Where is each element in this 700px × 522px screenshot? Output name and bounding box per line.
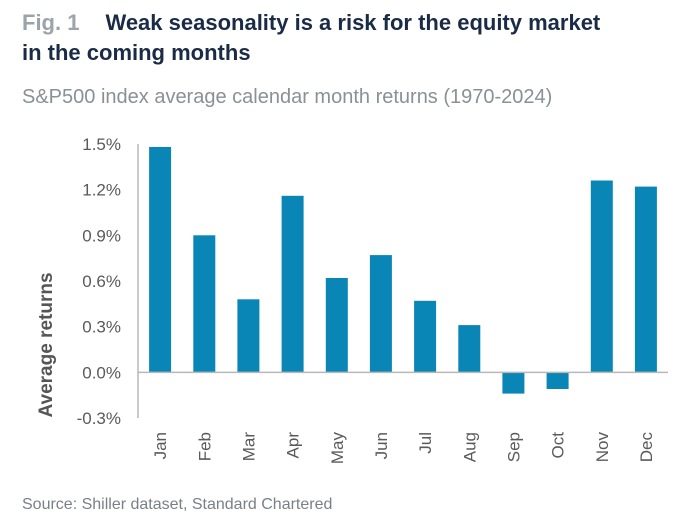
title-line-2: in the coming months [22,40,251,65]
source-note: Source: Shiller dataset, Standard Charte… [22,496,333,513]
y-tick-label: -0.3% [77,409,121,428]
title-text-line-1: Weak seasonality is a risk for the equit… [105,10,601,35]
bars [149,147,657,394]
y-tick-label: 0.3% [82,318,121,337]
x-tick-label: Jul [416,432,435,454]
x-tick-label: Dec [637,432,656,463]
y-axis-label-group: Average returns [36,272,57,417]
x-tick-label: Nov [593,432,612,463]
figure-number: Fig. 1 [22,10,80,35]
axes [137,144,668,418]
x-axis-tick-labels: Jan Feb Mar Apr May Jun Jul Aug Sep Oct Nov Dec [151,432,656,465]
y-tick-label: 1.5% [82,135,121,154]
x-tick-label: Jun [372,432,391,459]
bar-apr [281,195,304,373]
bar-chart: 1.5% 1.2% 0.9% 0.6% 0.3% 0.0% -0.3% Average re… [36,135,668,465]
y-axis-label: Average returns [36,272,57,417]
y-tick-label: 0.9% [82,226,121,245]
y-tick-label: 0.0% [82,363,121,382]
bar-nov [590,180,613,373]
bar-may [325,278,348,373]
chart-title: Fig. 1 Weak seasonality is a risk for the… [22,8,692,68]
x-tick-label: Sep [504,432,523,462]
y-tick-label: 0.6% [82,272,121,291]
bar-jul [414,300,437,373]
chart-subtitle: S&P500 index average calendar month retu… [22,86,553,108]
bar-dec [634,186,657,373]
bar-jan [149,147,172,373]
x-tick-label: May [328,432,347,465]
x-tick-label: Mar [239,432,258,462]
y-tick-label: 1.2% [82,181,121,200]
title-line-1: Fig. 1 Weak seasonality is a risk for the… [22,8,692,38]
bar-oct [546,372,569,389]
bar-aug [458,325,481,373]
bar-mar [237,299,260,373]
bar-jun [369,255,392,373]
x-tick-label: Jan [151,432,170,459]
bar-sep [502,372,525,394]
x-tick-label: Oct [549,432,568,459]
y-axis-tick-labels: 1.5% 1.2% 0.9% 0.6% 0.3% 0.0% -0.3% [77,135,121,428]
bar-feb [193,235,216,373]
x-tick-label: Apr [284,432,303,459]
x-tick-label: Aug [460,432,479,462]
x-tick-label: Feb [195,432,214,461]
